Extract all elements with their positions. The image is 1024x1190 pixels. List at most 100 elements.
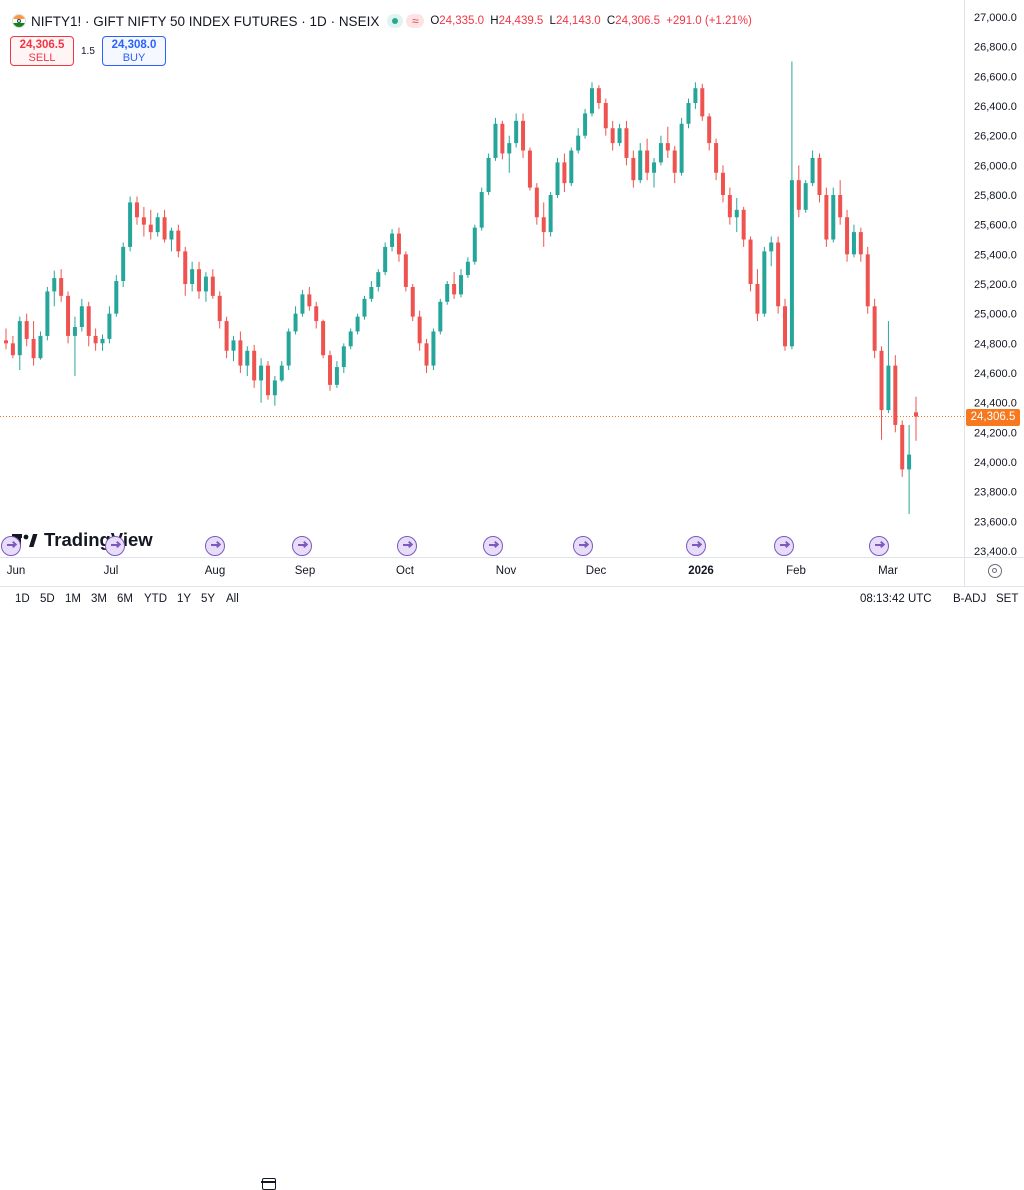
range-button-6m[interactable]: 6M bbox=[117, 593, 133, 605]
candle-body bbox=[134, 202, 139, 218]
candle-body bbox=[569, 150, 574, 184]
candle-body bbox=[700, 88, 705, 117]
dividend-event-icon[interactable] bbox=[205, 536, 225, 556]
y-tick-label: 25,400.0 bbox=[974, 249, 1017, 261]
last-price-tag: 24,306.5 bbox=[966, 409, 1020, 426]
dividend-event-icon[interactable] bbox=[105, 536, 125, 556]
candle-body bbox=[341, 346, 346, 368]
candle-body bbox=[100, 338, 105, 344]
x-tick-label: Jun bbox=[6, 565, 26, 577]
candle-body bbox=[231, 340, 236, 351]
range-button-5d[interactable]: 5D bbox=[40, 593, 55, 605]
candle-body bbox=[362, 298, 367, 317]
candle-body bbox=[583, 113, 588, 136]
range-button-1d[interactable]: 1D bbox=[15, 593, 30, 605]
low-value: 24,143.0 bbox=[555, 15, 601, 27]
candle-body bbox=[527, 150, 532, 188]
candle-body bbox=[596, 88, 601, 104]
range-button-1y[interactable]: 1Y bbox=[177, 593, 192, 605]
candle-body bbox=[286, 331, 291, 366]
candle-body bbox=[169, 230, 174, 240]
b-adj-toggle[interactable]: B-ADJ bbox=[953, 593, 987, 605]
candle-body bbox=[803, 183, 808, 210]
candle-body bbox=[872, 306, 877, 351]
india-flag-icon bbox=[12, 14, 26, 28]
dividend-event-icon[interactable] bbox=[397, 536, 417, 556]
candle-body bbox=[886, 365, 891, 411]
candle-body bbox=[238, 340, 243, 366]
candle-body bbox=[824, 195, 829, 240]
wave-icon[interactable]: ≈ bbox=[406, 14, 425, 28]
candle-body bbox=[652, 162, 657, 173]
candle-body bbox=[197, 269, 202, 292]
candlestick-chart[interactable]: 27,000.0 26,800.0 26,600.0 26,400.0 26,200.0… bbox=[0, 0, 1024, 607]
interval[interactable]: 1D bbox=[309, 13, 327, 29]
candle-body bbox=[720, 172, 725, 195]
clock-time[interactable]: 08:13:42 UTC bbox=[860, 593, 932, 605]
dividend-event-icon[interactable] bbox=[292, 536, 312, 556]
dividend-event-icon[interactable] bbox=[483, 536, 503, 556]
candle-body bbox=[472, 227, 477, 262]
range-button-all[interactable]: All bbox=[226, 593, 239, 605]
candle-body bbox=[727, 195, 732, 218]
dividend-event-icon[interactable] bbox=[869, 536, 889, 556]
candle-body bbox=[907, 454, 912, 470]
tradingview-logo[interactable]: TradingView bbox=[12, 529, 153, 551]
candle-body bbox=[148, 224, 153, 233]
x-tick-label: Sep bbox=[294, 565, 316, 577]
candle-body bbox=[396, 233, 401, 255]
range-button-1m[interactable]: 1M bbox=[65, 593, 81, 605]
y-tick-label: 23,400.0 bbox=[974, 546, 1017, 558]
x-tick-label: 2026 bbox=[688, 565, 714, 577]
candle-body bbox=[431, 331, 436, 366]
candle-body bbox=[658, 143, 663, 163]
y-tick-label: 24,400.0 bbox=[974, 398, 1017, 410]
range-button-3m[interactable]: 3M bbox=[91, 593, 107, 605]
candle-body bbox=[203, 276, 208, 292]
candle-body bbox=[707, 116, 712, 144]
dividend-event-icon[interactable] bbox=[573, 536, 593, 556]
candle-body bbox=[576, 135, 581, 151]
candle-body bbox=[17, 321, 22, 356]
candle-body bbox=[369, 286, 374, 299]
y-tick-label: 24,200.0 bbox=[974, 427, 1017, 439]
candle-body bbox=[514, 120, 519, 144]
candle-body bbox=[665, 143, 670, 151]
calendar-icon[interactable] bbox=[261, 1178, 276, 1190]
candle-body bbox=[162, 217, 167, 240]
candle-body bbox=[838, 195, 843, 218]
range-button-ytd[interactable]: YTD bbox=[144, 593, 167, 605]
candle-body bbox=[348, 331, 353, 347]
candle-body bbox=[72, 327, 77, 336]
candle-body bbox=[521, 120, 526, 151]
market-open-icon[interactable] bbox=[387, 14, 404, 28]
y-tick-label: 25,200.0 bbox=[974, 279, 1017, 291]
candle-body bbox=[128, 202, 133, 247]
candle-body bbox=[272, 380, 277, 396]
candle-body bbox=[762, 251, 767, 314]
range-button-5y[interactable]: 5Y bbox=[201, 593, 216, 605]
close-value: 24,306.5 bbox=[615, 15, 660, 27]
dividend-event-icon[interactable] bbox=[686, 536, 706, 556]
candle-body bbox=[300, 294, 305, 314]
x-tick-label: Dec bbox=[585, 565, 607, 577]
candle-body bbox=[679, 123, 684, 173]
dividend-event-icon[interactable] bbox=[774, 536, 794, 556]
candle-body bbox=[176, 230, 181, 252]
candle-body bbox=[865, 254, 870, 307]
candle-body bbox=[734, 209, 739, 218]
candle-body bbox=[438, 301, 443, 332]
candle-body bbox=[879, 350, 884, 411]
set-toggle[interactable]: SET bbox=[996, 593, 1019, 605]
candle-body bbox=[789, 180, 794, 347]
settings-gear-icon[interactable] bbox=[988, 564, 1002, 578]
buy-button[interactable]: 24,308.0 BUY bbox=[102, 36, 166, 66]
candle-body bbox=[500, 123, 505, 154]
candle-body bbox=[265, 365, 270, 396]
symbol-name[interactable]: NIFTY1! bbox=[31, 13, 82, 29]
sell-button[interactable]: 24,306.5 SELL bbox=[10, 36, 74, 66]
dividend-event-icon[interactable] bbox=[1, 536, 21, 556]
y-tick-label: 26,200.0 bbox=[974, 131, 1017, 143]
candle-body bbox=[155, 217, 160, 233]
symbol-title: GIFT NIFTY 50 INDEX FUTURES bbox=[93, 13, 298, 29]
